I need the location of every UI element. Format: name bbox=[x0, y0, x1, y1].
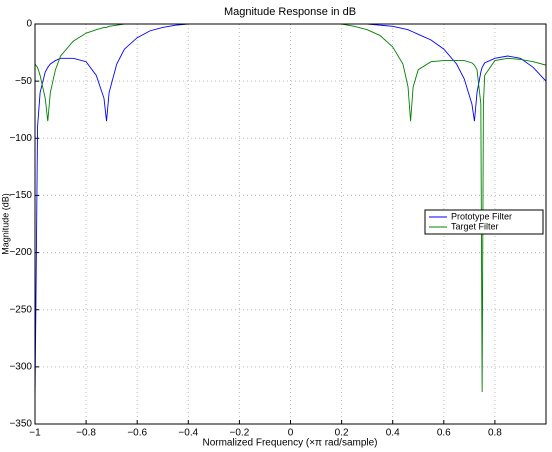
x-tick-label: −0.6 bbox=[127, 428, 147, 439]
chart-title: Magnitude Response in dB bbox=[224, 6, 356, 18]
series-line bbox=[35, 24, 546, 402]
y-axis-label: Magnitude (dB) bbox=[0, 193, 10, 255]
y-tick-label: −350 bbox=[9, 419, 32, 430]
legend-label: Prototype Filter bbox=[451, 211, 512, 221]
x-tick-label: 0.6 bbox=[437, 428, 451, 439]
y-tick-label: −200 bbox=[9, 247, 32, 258]
plot-lines bbox=[35, 24, 546, 402]
x-tick-label: 0.8 bbox=[488, 428, 502, 439]
x-tick-label: 0 bbox=[288, 428, 294, 439]
y-tick-label: −100 bbox=[9, 133, 32, 144]
y-tick-label: −150 bbox=[9, 190, 32, 201]
y-tick-label: −250 bbox=[9, 304, 32, 315]
legend-box bbox=[424, 209, 544, 235]
series-line bbox=[35, 24, 546, 393]
x-axis-label: Normalized Frequency (×π rad/sample) bbox=[202, 438, 377, 449]
x-tick-label: −0.2 bbox=[230, 428, 250, 439]
x-tick-label: 0.4 bbox=[386, 428, 400, 439]
x-tick-label: −0.8 bbox=[76, 428, 96, 439]
plot-frame bbox=[34, 23, 547, 425]
y-tick-label: −50 bbox=[15, 76, 32, 87]
x-tick-label: −1 bbox=[29, 428, 41, 439]
x-tick-label: 0.2 bbox=[335, 428, 349, 439]
legend-label: Target Filter bbox=[451, 221, 499, 231]
y-tick-label: 0 bbox=[26, 19, 32, 30]
x-tick-label: −0.4 bbox=[178, 428, 198, 439]
y-tick-label: −300 bbox=[9, 361, 32, 372]
